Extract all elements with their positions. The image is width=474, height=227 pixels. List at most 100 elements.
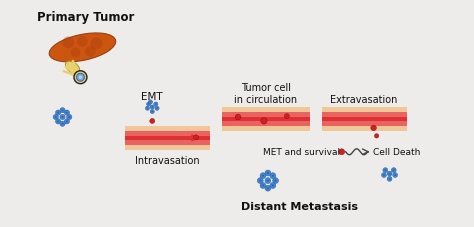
Circle shape <box>57 121 59 123</box>
Circle shape <box>389 173 391 175</box>
Circle shape <box>265 170 271 176</box>
Circle shape <box>76 74 84 82</box>
Bar <box>322 122 407 127</box>
Circle shape <box>267 180 269 182</box>
Circle shape <box>382 173 386 178</box>
Circle shape <box>262 175 264 177</box>
Text: Cell Death: Cell Death <box>373 148 420 157</box>
Circle shape <box>62 123 64 125</box>
Circle shape <box>66 112 68 114</box>
Circle shape <box>71 48 81 58</box>
Circle shape <box>85 47 96 58</box>
Text: Tumor cell
in circulation: Tumor cell in circulation <box>234 83 298 105</box>
Circle shape <box>60 115 65 120</box>
Circle shape <box>57 112 59 114</box>
Circle shape <box>60 108 65 113</box>
Circle shape <box>262 185 264 187</box>
Text: Primary Tumor: Primary Tumor <box>37 11 134 24</box>
Circle shape <box>270 183 276 189</box>
Circle shape <box>339 149 345 155</box>
Bar <box>125 145 210 150</box>
Bar <box>222 127 310 131</box>
Circle shape <box>67 115 72 120</box>
Circle shape <box>55 116 57 118</box>
Circle shape <box>91 38 102 50</box>
Circle shape <box>64 111 70 116</box>
Circle shape <box>152 111 153 113</box>
Circle shape <box>265 178 271 184</box>
Circle shape <box>394 174 396 176</box>
Circle shape <box>150 106 155 110</box>
Circle shape <box>62 116 64 118</box>
Circle shape <box>156 108 158 110</box>
Bar <box>322 112 407 127</box>
Text: Distant Metastasis: Distant Metastasis <box>241 202 358 212</box>
Circle shape <box>273 178 279 184</box>
Text: EMT: EMT <box>141 92 163 102</box>
Circle shape <box>55 119 61 124</box>
Circle shape <box>64 119 70 124</box>
Circle shape <box>150 119 155 124</box>
Bar <box>322 112 407 117</box>
Bar <box>125 131 210 145</box>
Circle shape <box>150 102 151 103</box>
Circle shape <box>148 100 153 105</box>
Circle shape <box>387 171 392 176</box>
Circle shape <box>53 115 58 120</box>
Text: Intravasation: Intravasation <box>136 155 200 165</box>
Circle shape <box>146 108 148 110</box>
Ellipse shape <box>65 62 80 74</box>
Circle shape <box>66 121 68 123</box>
Circle shape <box>261 118 267 124</box>
Ellipse shape <box>49 34 116 63</box>
Circle shape <box>392 168 396 173</box>
Circle shape <box>155 104 156 105</box>
Circle shape <box>383 168 388 173</box>
Circle shape <box>387 177 392 181</box>
Circle shape <box>272 185 274 187</box>
Circle shape <box>68 116 70 118</box>
Circle shape <box>384 170 386 171</box>
Circle shape <box>267 172 269 174</box>
Circle shape <box>260 173 266 179</box>
Circle shape <box>371 126 376 131</box>
Circle shape <box>154 103 158 107</box>
Circle shape <box>152 107 153 108</box>
Circle shape <box>62 110 64 112</box>
Circle shape <box>274 180 277 182</box>
Bar <box>222 122 310 127</box>
Bar <box>125 140 210 145</box>
Circle shape <box>374 134 379 138</box>
Text: MET and survival: MET and survival <box>263 148 340 157</box>
Circle shape <box>79 76 82 80</box>
Circle shape <box>146 107 150 111</box>
Bar <box>125 131 210 136</box>
Circle shape <box>60 122 65 127</box>
Circle shape <box>155 107 159 111</box>
Circle shape <box>257 178 263 184</box>
Circle shape <box>270 173 276 179</box>
Circle shape <box>74 72 87 84</box>
Circle shape <box>77 37 88 48</box>
Circle shape <box>193 135 199 140</box>
Bar <box>222 112 310 117</box>
Circle shape <box>148 104 149 105</box>
Circle shape <box>392 173 398 178</box>
Bar <box>322 127 407 131</box>
Circle shape <box>267 187 269 190</box>
Circle shape <box>150 110 155 114</box>
Circle shape <box>260 183 266 189</box>
Circle shape <box>383 174 385 176</box>
Bar <box>125 126 210 131</box>
Circle shape <box>265 185 271 191</box>
Bar <box>222 112 310 127</box>
Circle shape <box>272 175 274 177</box>
Circle shape <box>393 170 395 171</box>
Circle shape <box>146 103 151 107</box>
Circle shape <box>284 114 289 119</box>
Circle shape <box>235 115 241 120</box>
Circle shape <box>389 178 391 180</box>
Circle shape <box>55 111 61 116</box>
Bar <box>322 108 407 112</box>
Circle shape <box>259 180 261 182</box>
